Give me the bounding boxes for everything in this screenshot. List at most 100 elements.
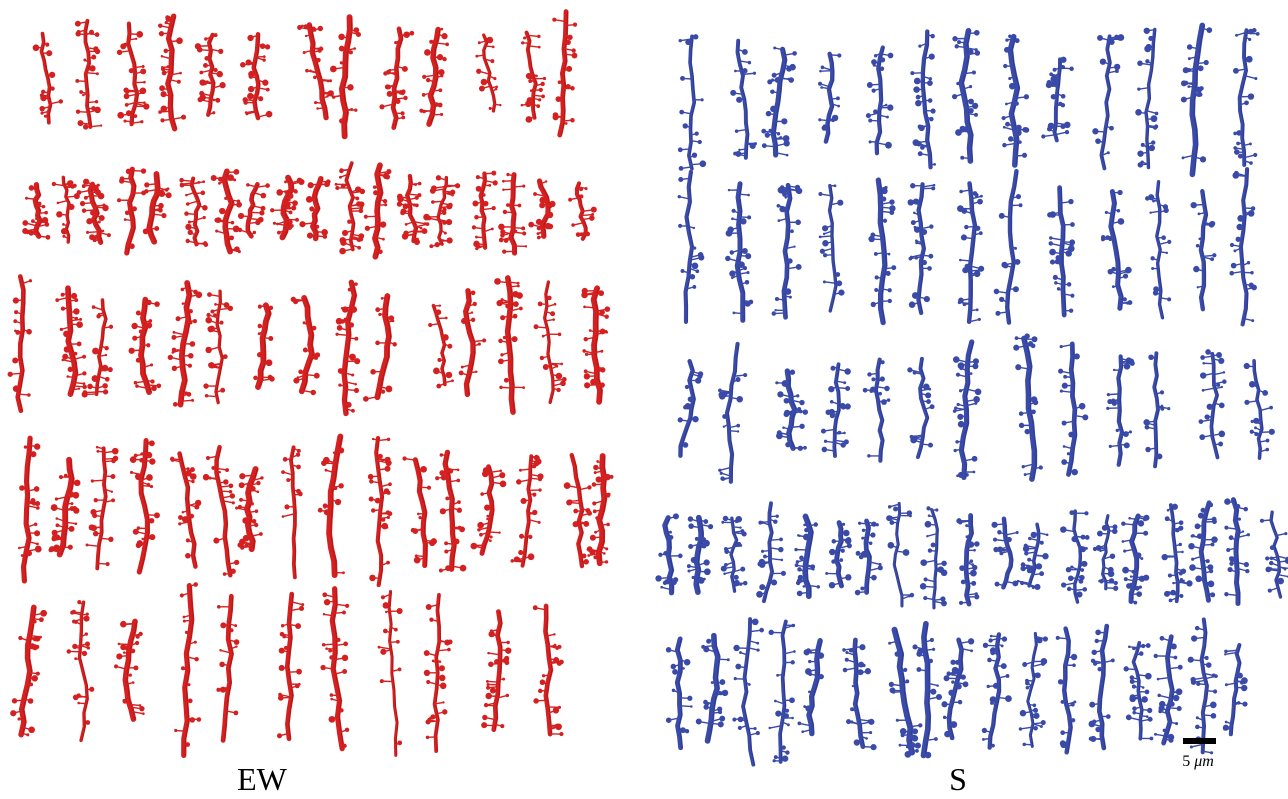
dendrite [128, 296, 162, 396]
spine-head [488, 106, 492, 110]
spine-head [339, 175, 342, 179]
spine-head [997, 530, 1002, 535]
spine-neck [901, 595, 910, 600]
spine-head [1236, 141, 1240, 146]
spine-head [176, 79, 181, 84]
dendrite [458, 288, 487, 398]
spine-head [1039, 571, 1045, 577]
spine-head [527, 553, 535, 561]
spine-head [526, 97, 534, 104]
spine-head [965, 473, 969, 477]
spine-head [519, 533, 525, 539]
dendrite [363, 162, 392, 260]
spine-head [978, 268, 981, 272]
spine-head [1076, 591, 1083, 598]
spine-head [44, 210, 48, 215]
spine-head [114, 664, 119, 669]
spine-head [409, 30, 415, 36]
spine-head [426, 77, 431, 83]
spine-head [884, 385, 890, 392]
spine-neck [966, 47, 977, 51]
spine-neck [118, 643, 131, 646]
spine-head [733, 574, 739, 580]
spine-head [123, 42, 128, 47]
spine-head [680, 269, 685, 273]
spine-head [686, 564, 691, 569]
spine-head [196, 717, 202, 722]
spine-head [1014, 129, 1022, 137]
dendrite-layer [7, 9, 1288, 767]
spine-head [1198, 92, 1203, 97]
spine-head [718, 710, 723, 715]
spine-head [1114, 69, 1119, 74]
spine-head [29, 682, 34, 687]
spine-head [520, 103, 524, 107]
spine-head [1106, 406, 1110, 410]
dendrite-shade [1102, 36, 1112, 169]
spine-head [95, 72, 99, 76]
spine-head [794, 563, 799, 568]
spine-head [479, 532, 483, 537]
spine-head [1164, 516, 1170, 522]
spine-head [1203, 59, 1209, 66]
spine-head [742, 580, 748, 586]
spine-head [1008, 82, 1016, 90]
spine-head [1064, 129, 1070, 135]
dendrite [1016, 522, 1049, 590]
spine-head [460, 365, 464, 369]
spine-head [693, 246, 697, 250]
spine-head [133, 380, 138, 385]
spine-head [919, 583, 927, 590]
spine-head [1020, 580, 1025, 586]
spine-head [438, 69, 445, 76]
spine-neck [375, 236, 384, 240]
spine-head [12, 357, 19, 364]
spine-head [974, 401, 978, 405]
spine-head [655, 575, 662, 582]
spine-head [1015, 364, 1022, 371]
spine-head [1189, 564, 1196, 571]
spine-head [768, 629, 774, 636]
spine-head [570, 86, 575, 91]
dendrite [481, 609, 512, 733]
spine-head [717, 721, 724, 728]
spine-head [940, 596, 946, 602]
spine-neck [1124, 548, 1135, 552]
dendrite [367, 436, 393, 588]
spine-head [865, 113, 871, 119]
spine-head [1137, 60, 1143, 67]
spine-head [735, 663, 742, 670]
spine-head [736, 430, 740, 433]
spine-head [787, 411, 792, 416]
spine-head [297, 25, 303, 30]
spine-head [974, 541, 980, 547]
spine-head [886, 398, 891, 402]
spine-head [429, 39, 434, 44]
spine-head [475, 175, 480, 180]
spine-head [288, 210, 293, 215]
spine-head [363, 396, 369, 402]
spine-head [164, 21, 168, 25]
dendrite-shade [407, 175, 418, 242]
dendrite [665, 636, 693, 751]
spine-neck [191, 181, 204, 185]
spine-head [138, 631, 143, 637]
spine-head [396, 608, 403, 615]
spine-head [1018, 411, 1024, 416]
spine-head [860, 586, 865, 591]
dendrite-shaft [1099, 34, 1112, 171]
spine-head [870, 532, 876, 538]
spine-head [1229, 561, 1234, 566]
spine-head [184, 391, 188, 395]
spine-head [941, 560, 947, 567]
spine-head [39, 93, 45, 98]
spine-head [77, 387, 81, 390]
spine-neck [1050, 237, 1063, 241]
spine-head [1042, 553, 1049, 560]
spine-head [1144, 424, 1150, 430]
spine-head [587, 485, 592, 490]
spine-neck [775, 700, 785, 705]
spine-head [799, 555, 804, 561]
spine-head [503, 377, 509, 383]
spine-head [749, 142, 756, 149]
